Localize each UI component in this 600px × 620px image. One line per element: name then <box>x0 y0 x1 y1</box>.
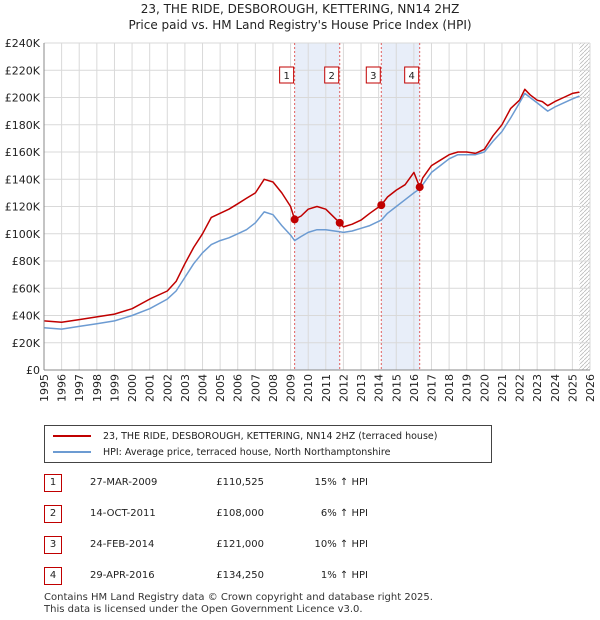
sale-marker-label: 1 <box>283 71 289 82</box>
y-tick-label: £80K <box>12 255 41 268</box>
x-tick-label: 2015 <box>390 374 403 402</box>
x-tick-label: 2022 <box>514 374 527 402</box>
transaction-hpi-diff: 1% ↑ HPI <box>320 570 368 581</box>
x-tick-label: 2001 <box>144 374 157 402</box>
x-tick-label: 1998 <box>91 374 104 402</box>
hpi-line <box>43 92 580 330</box>
footer-license: This data is licensed under the Open Gov… <box>44 604 363 615</box>
transaction-number-badge: 1 <box>44 474 62 492</box>
transaction-row: 3 24-FEB-2014 £121,000 10% ↑ HPI <box>0 536 600 556</box>
transaction-hpi-diff: 10% ↑ HPI <box>314 539 368 550</box>
y-tick-label: £120K <box>5 201 41 214</box>
y-tick-label: £40K <box>12 310 41 323</box>
transaction-row: 2 14-OCT-2011 £108,000 6% ↑ HPI <box>0 505 600 525</box>
transaction-date: 14-OCT-2011 <box>90 508 156 519</box>
x-tick-label: 2005 <box>214 374 227 402</box>
footer-copyright: Contains HM Land Registry data © Crown c… <box>44 592 433 603</box>
y-tick-label: £60K <box>12 282 41 295</box>
sale-marker-box <box>279 66 295 84</box>
y-tick-label: £0 <box>26 364 40 377</box>
sale-point <box>415 183 424 192</box>
y-tick-label: £240K <box>5 37 41 50</box>
x-tick-label: 1999 <box>108 374 121 402</box>
transaction-hpi-diff: 15% ↑ HPI <box>314 477 368 488</box>
legend-price-line-icon <box>53 435 91 437</box>
x-tick-label: 2021 <box>496 374 509 402</box>
x-tick-label: 2007 <box>249 374 262 402</box>
x-tick-label: 2017 <box>425 374 438 402</box>
x-tick-label: 2016 <box>408 374 421 402</box>
sale-marker-box <box>365 66 381 84</box>
y-tick-label: £160K <box>5 146 41 159</box>
sale-marker-label: 3 <box>370 71 376 82</box>
legend-item-price: 23, THE RIDE, DESBOROUGH, KETTERING, NN1… <box>53 429 437 443</box>
x-tick-label: 2013 <box>355 374 368 402</box>
x-tick-label: 2026 <box>584 374 597 402</box>
transaction-number-badge: 4 <box>44 567 62 585</box>
y-tick-label: £200K <box>5 92 41 105</box>
transaction-number-badge: 3 <box>44 536 62 554</box>
transaction-price: £108,000 <box>216 508 264 519</box>
y-tick-label: £220K <box>5 64 41 77</box>
x-tick-label: 2012 <box>337 374 350 402</box>
x-tick-label: 2025 <box>566 374 579 402</box>
transaction-hpi-diff: 6% ↑ HPI <box>320 508 368 519</box>
y-tick-label: £140K <box>5 173 41 186</box>
x-tick-label: 2014 <box>373 374 386 402</box>
transaction-number-badge: 2 <box>44 505 62 523</box>
legend-item-hpi: HPI: Average price, terraced house, Nort… <box>53 445 390 459</box>
x-tick-label: 1997 <box>73 374 86 402</box>
x-tick-label: 2020 <box>478 374 491 402</box>
y-tick-label: £100K <box>5 228 41 241</box>
transaction-price: £134,250 <box>216 570 264 581</box>
x-tick-label: 2024 <box>549 374 562 402</box>
transaction-date: 24-FEB-2014 <box>90 539 155 550</box>
price-paid-line <box>43 88 580 324</box>
x-tick-label: 2006 <box>232 374 245 402</box>
legend-hpi-line-icon <box>53 451 91 453</box>
y-tick-label: £20K <box>12 337 41 350</box>
sale-point <box>335 218 344 227</box>
x-tick-label: 1996 <box>56 374 69 402</box>
transaction-price: £110,525 <box>216 477 264 488</box>
transaction-date: 29-APR-2016 <box>90 570 155 581</box>
sale-point <box>377 201 386 210</box>
sale-marker-box <box>324 66 340 84</box>
x-tick-label: 2004 <box>197 374 210 402</box>
x-tick-label: 2002 <box>161 374 174 402</box>
x-tick-label: 2009 <box>285 374 298 402</box>
x-tick-label: 2003 <box>179 374 192 402</box>
x-tick-label: 2000 <box>126 374 139 402</box>
price-chart: £0 £20K £40K £60K £80K £100K £120K £140K £160K £1… <box>5 37 597 402</box>
x-tick-label: 2019 <box>461 374 474 402</box>
x-tick-label: 2008 <box>267 374 280 402</box>
transaction-row: 1 27-MAR-2009 £110,525 15% ↑ HPI <box>0 474 600 494</box>
transaction-date: 27-MAR-2009 <box>90 477 158 488</box>
sale-marker-label: 4 <box>408 71 414 82</box>
x-tick-label: 2011 <box>320 374 333 402</box>
transaction-row: 4 29-APR-2016 £134,250 1% ↑ HPI <box>0 567 600 587</box>
x-tick-label: 1995 <box>38 374 51 402</box>
x-tick-label: 2023 <box>531 374 544 402</box>
legend-hpi-label: HPI: Average price, terraced house, Nort… <box>103 446 391 458</box>
chart-title: 23, THE RIDE, DESBOROUGH, KETTERING, NN1… <box>140 2 460 16</box>
legend-price-label: 23, THE RIDE, DESBOROUGH, KETTERING, NN1… <box>103 430 438 442</box>
sale-marker-box <box>404 66 420 84</box>
transaction-price: £121,000 <box>216 539 264 550</box>
x-tick-label: 2018 <box>443 374 456 402</box>
chart-subtitle: Price paid vs. HM Land Registry's House … <box>128 18 472 32</box>
x-tick-label: 2010 <box>302 374 315 402</box>
sale-marker-label: 2 <box>329 71 335 82</box>
legend: 23, THE RIDE, DESBOROUGH, KETTERING, NN1… <box>44 425 492 463</box>
sale-point <box>290 215 299 224</box>
y-tick-label: £180K <box>5 119 41 132</box>
